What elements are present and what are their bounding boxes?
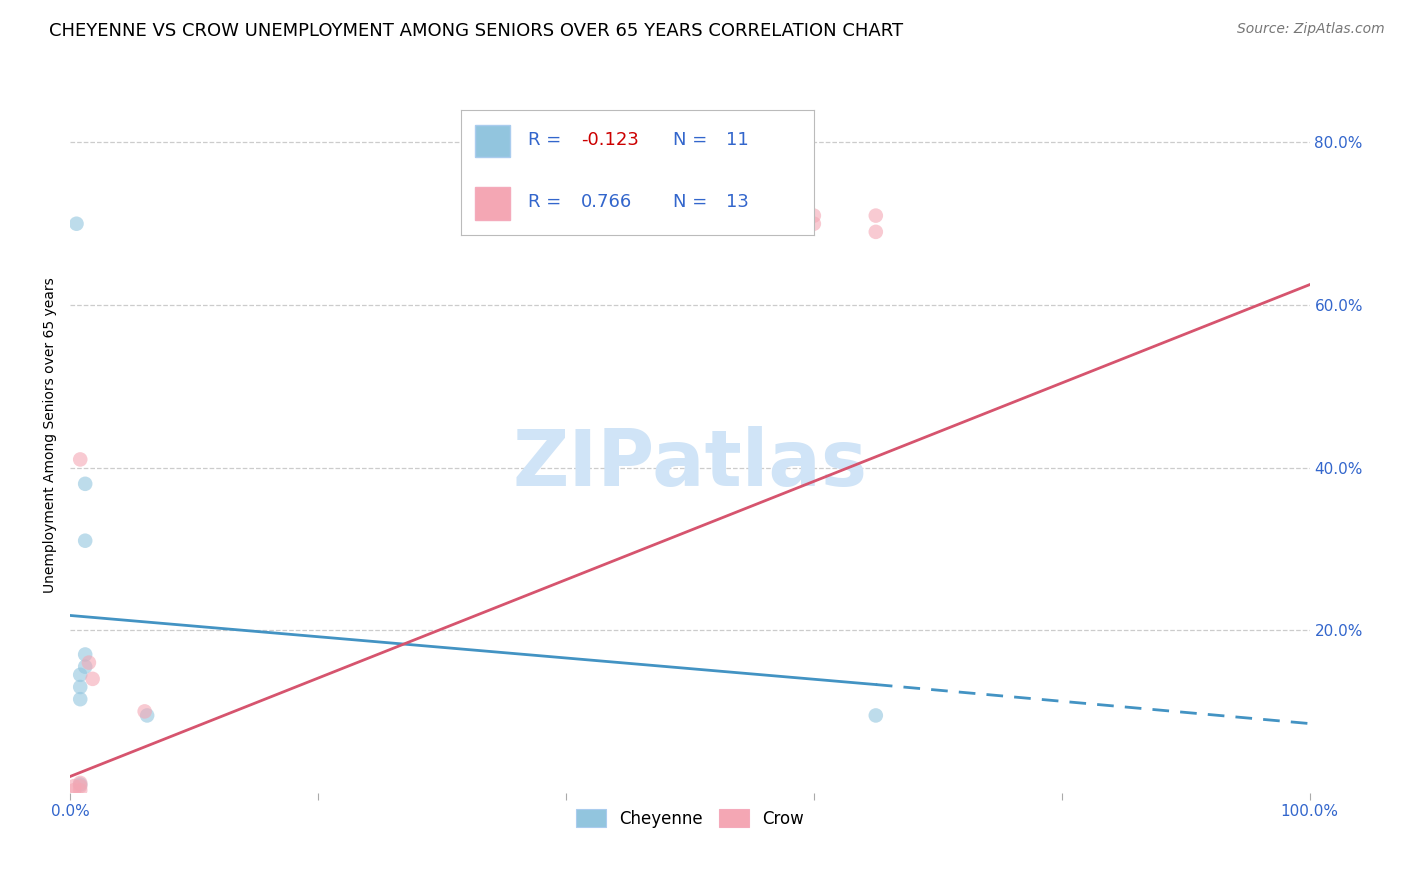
- Point: [134, 705, 156, 719]
- Legend: Cheyenne, Crow: Cheyenne, Crow: [569, 803, 811, 834]
- Point: [77, 656, 100, 670]
- Y-axis label: Unemployment Among Seniors over 65 years: Unemployment Among Seniors over 65 years: [44, 277, 58, 593]
- Point: [69, 779, 91, 793]
- Point: [63, 779, 86, 793]
- Point: [75, 648, 97, 662]
- Point: [69, 778, 91, 792]
- Point: [865, 708, 887, 723]
- Point: [65, 217, 87, 231]
- Point: [69, 692, 91, 706]
- Point: [63, 783, 86, 797]
- Point: [75, 476, 97, 491]
- Text: Source: ZipAtlas.com: Source: ZipAtlas.com: [1237, 22, 1385, 37]
- Point: [136, 708, 159, 723]
- Point: [75, 533, 97, 548]
- Text: ZIPatlas: ZIPatlas: [512, 425, 868, 501]
- Point: [69, 452, 91, 467]
- Point: [69, 668, 91, 682]
- Point: [865, 209, 887, 223]
- Text: CHEYENNE VS CROW UNEMPLOYMENT AMONG SENIORS OVER 65 YEARS CORRELATION CHART: CHEYENNE VS CROW UNEMPLOYMENT AMONG SENI…: [49, 22, 903, 40]
- Point: [803, 209, 825, 223]
- Point: [69, 776, 91, 790]
- Point: [82, 672, 104, 686]
- Point: [69, 680, 91, 694]
- Point: [75, 659, 97, 673]
- Point: [69, 783, 91, 797]
- Point: [865, 225, 887, 239]
- Point: [803, 217, 825, 231]
